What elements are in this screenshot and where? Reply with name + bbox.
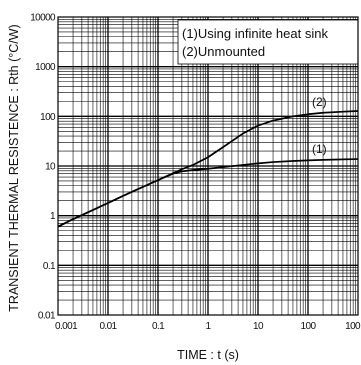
y-tick-label: 0.01 bbox=[38, 311, 56, 322]
grid-lines bbox=[58, 17, 358, 315]
series-label-2: (2) bbox=[312, 95, 327, 109]
y-tick-label: 10000 bbox=[30, 13, 56, 24]
legend: (1)Using infinite heat sink (2)Unmounted bbox=[177, 19, 359, 65]
y-axis-title: TRANSIENT THERMAL RESISTENCE : Rth (°C/W… bbox=[7, 24, 21, 311]
y-tick-label: 10 bbox=[45, 162, 56, 173]
plot-frame bbox=[57, 16, 359, 316]
series-label-1: (1) bbox=[312, 142, 327, 156]
y-tick-label: 1000 bbox=[35, 62, 56, 73]
y-tick-label: 0.1 bbox=[43, 261, 56, 272]
x-tick-label: 1 bbox=[206, 321, 212, 332]
legend-entry-1: (1)Using infinite heat sink bbox=[182, 26, 328, 41]
x-tick-label: 0.01 bbox=[99, 321, 117, 332]
x-tick-label: 100 bbox=[301, 321, 317, 332]
tick-labels: 0.001 0.01 0.1 1 10 100 1000.010.1110100100010… bbox=[30, 13, 361, 333]
x-tick-label: 0.001 bbox=[55, 321, 78, 332]
y-tick-label: 1 bbox=[50, 211, 56, 222]
series-line-2 bbox=[57, 110, 359, 228]
x-tick-label: 100 bbox=[345, 321, 361, 332]
y-tick-label: 100 bbox=[40, 112, 56, 123]
x-axis-title: TIME : t (s) bbox=[177, 348, 239, 362]
x-tick-label: 10 bbox=[253, 321, 264, 332]
legend-entry-2: (2)Unmounted bbox=[182, 44, 265, 59]
series-lines bbox=[57, 110, 359, 228]
x-tick-label: 0.1 bbox=[152, 321, 165, 332]
